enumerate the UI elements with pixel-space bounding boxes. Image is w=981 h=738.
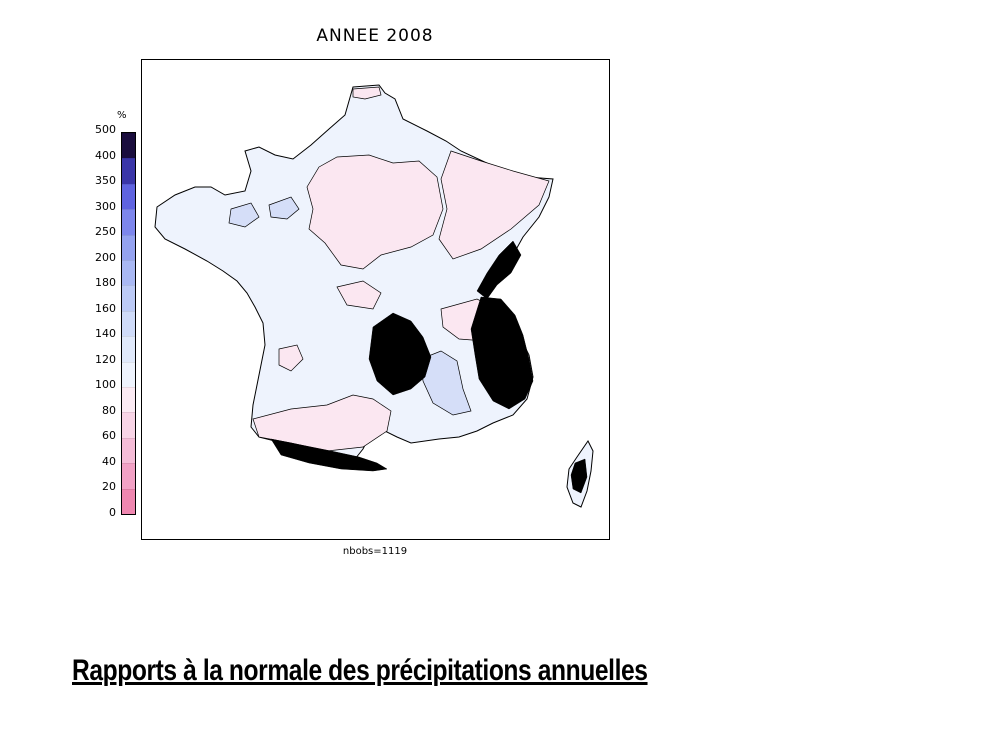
- colorbar-tick-label: 200: [95, 250, 116, 264]
- colorbar-swatch: [122, 412, 135, 438]
- colorbar-tick-label: 20: [102, 480, 116, 494]
- relief-pyrenees: [270, 438, 388, 472]
- colorbar-tick-label: 40: [102, 454, 116, 468]
- colorbar-swatch: [122, 336, 135, 362]
- deficit-zone-top: [352, 86, 382, 100]
- colorbar-tick-label: 500: [95, 123, 116, 136]
- observation-count: nbobs=1119: [342, 546, 408, 557]
- relief-alps: [470, 296, 534, 410]
- colorbar-tick-label: 120: [95, 352, 116, 366]
- colorbar-tick-label: 140: [95, 327, 116, 341]
- colorbar-swatch: [122, 285, 135, 311]
- colorbar-swatch: [122, 209, 135, 235]
- colorbar-swatch: [122, 463, 135, 489]
- colorbar-swatch: [122, 310, 135, 337]
- map-title: ANNEE 2008: [316, 26, 434, 46]
- deficit-zone-northeast: [438, 150, 550, 260]
- colorbar-swatch: [122, 387, 135, 413]
- caption: Rapports à la normale des précipitations…: [72, 654, 648, 687]
- deficit-zone-west: [278, 344, 304, 372]
- deficit-zone-north: [306, 154, 444, 270]
- map-frame: [141, 59, 610, 540]
- colorbar-tick-label: 0: [109, 506, 116, 519]
- colorbar-tick-label: 400: [95, 148, 116, 162]
- colorbar-swatch: [122, 361, 135, 388]
- excess-zone-alps: [420, 350, 472, 416]
- colorbar-swatch: [122, 437, 135, 464]
- colorbar-swatch: [122, 488, 135, 515]
- colorbar-unit: %: [117, 110, 127, 121]
- colorbar-tick-label: 180: [95, 276, 116, 290]
- excess-zone-normandy: [268, 196, 300, 220]
- france-precipitation-map: [154, 84, 594, 508]
- colorbar-tick-label: 160: [95, 301, 116, 315]
- colorbar-tick-label: 250: [95, 225, 116, 239]
- colorbar-swatch: [122, 183, 135, 210]
- colorbar-tick-label: 350: [95, 174, 116, 188]
- relief-jura-vosges: [476, 240, 522, 300]
- colorbar-swatch: [122, 158, 135, 184]
- colorbar-tick-label: 300: [95, 199, 116, 213]
- colorbar-tick-label: 60: [102, 429, 116, 443]
- excess-zone-brittany: [228, 202, 260, 228]
- deficit-zone-center: [336, 280, 382, 310]
- colorbar-ticks: 500 400 350 300 250 200 180 160 140 120 100 80 60 40 2…: [84, 124, 116, 519]
- colorbar-tick-label: 100: [95, 378, 116, 392]
- relief-massif-central: [368, 312, 432, 396]
- colorbar: [121, 132, 136, 515]
- colorbar-swatch: [122, 133, 135, 159]
- colorbar-swatch: [122, 260, 135, 286]
- colorbar-tick-label: 80: [102, 403, 116, 417]
- relief-corsica: [570, 458, 588, 494]
- colorbar-swatch: [122, 234, 135, 261]
